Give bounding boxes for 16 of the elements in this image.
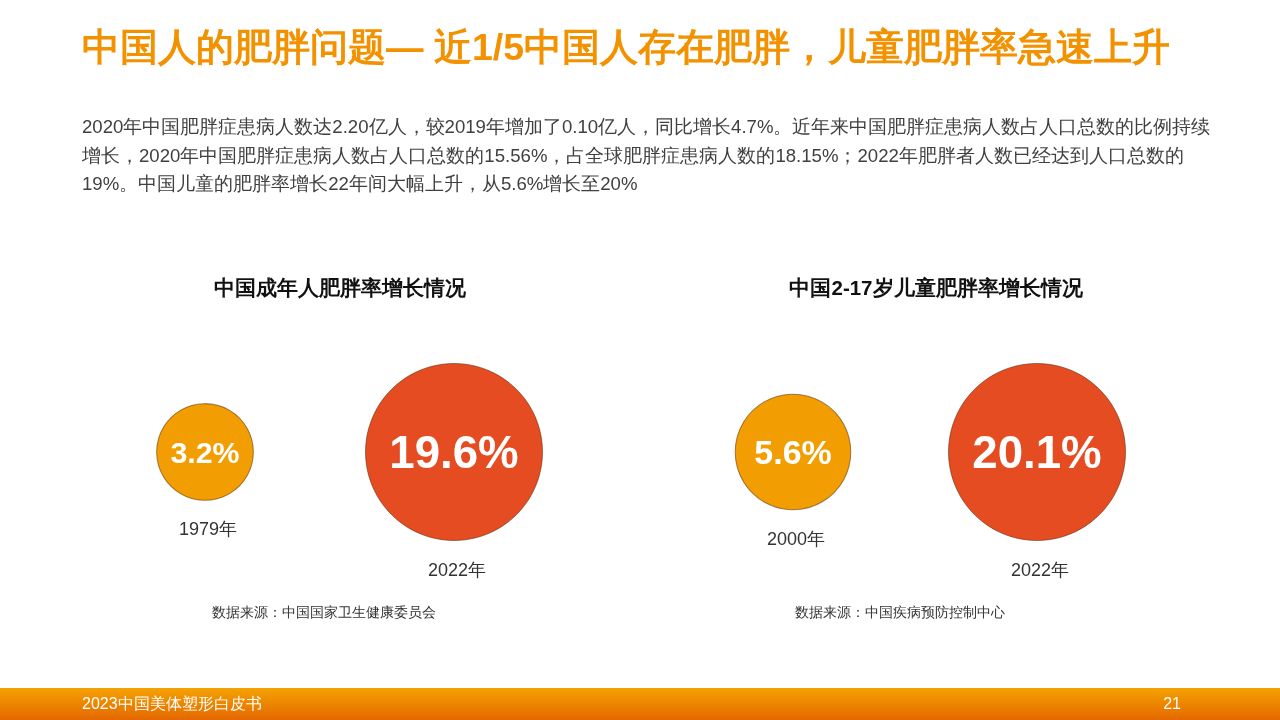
text: 中国人的肥胖问题— 近1/5中国人存在肥胖，儿童肥胖率急速上升 bbox=[82, 25, 1171, 70]
source-note: 数据来源：中国国家卫生健康委员会 bbox=[212, 604, 436, 620]
category-label: 1979年 bbox=[178, 519, 238, 540]
category-label: 2000年 bbox=[766, 528, 826, 549]
data-label: 5.6% bbox=[754, 433, 832, 471]
text: 中国2-17岁儿童肥胖率增长情况 bbox=[789, 276, 1084, 299]
data-label: 20.1% bbox=[972, 426, 1102, 478]
category-label: 2022年 bbox=[1010, 559, 1070, 580]
source-note: 数据来源：中国疾病预防控制中心 bbox=[795, 604, 1005, 620]
text: 21 bbox=[1163, 694, 1181, 714]
data-label: 3.2% bbox=[170, 435, 240, 469]
text: 中国成年人肥胖率增长情况 bbox=[214, 276, 467, 299]
data-label: 19.6% bbox=[389, 426, 519, 478]
category-label: 2022年 bbox=[427, 559, 487, 580]
text: 2023中国美体塑形白皮书 bbox=[82, 694, 262, 714]
text: 2020年中国肥胖症患病人数达2.20亿人，较2019年增加了0.10亿人，同比增长4.7%。近年来中国肥胖症患病人数占人口总数的比例持续增长，2020年中国肥胖症患病人数占人口总数的15.56%，占全球肥胖症患病人数的18.15%；2022年肥胖者人数已经达到人口总数的19%。中国儿童的肥胖率增长22年间大幅上升，从5.6%增长至20% bbox=[82, 115, 1212, 196]
